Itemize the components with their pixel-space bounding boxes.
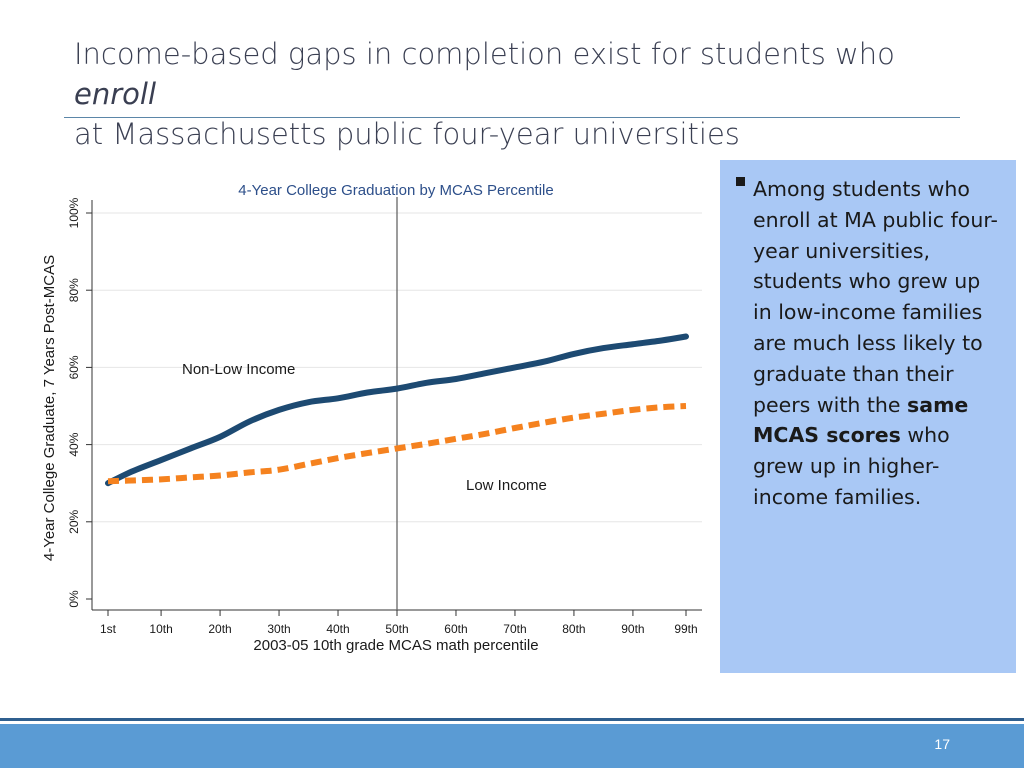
- chart-svg: 0% 20% 40% 60% 80% 100% 1st 10th 20th 30th 40th 50t…: [41, 182, 702, 654]
- title-divider: [64, 117, 960, 118]
- x-tick-label: 10th: [149, 622, 172, 636]
- x-tick-label: 30th: [267, 622, 290, 636]
- x-axis-label: 2003-05 10th grade MCAS math percentile: [253, 637, 538, 654]
- summary-part-2: who grew up in higher-income families.: [753, 423, 950, 509]
- y-tick-label: 20%: [67, 509, 81, 533]
- y-axis-label: 4-Year College Graduate, 7 Years Post-MC…: [41, 255, 58, 561]
- series-line-non-low-income: [105, 333, 689, 487]
- axis-layer: 0% 20% 40% 60% 80% 100% 1st 10th 20th 30th 40th 50t…: [67, 197, 702, 636]
- chart-title: 4-Year College Graduation by MCAS Percen…: [238, 182, 553, 199]
- summary-part-1: Among students who enroll at MA public f…: [753, 177, 998, 417]
- x-tick-label: 50th: [385, 622, 408, 636]
- x-tick-label: 90th: [621, 622, 644, 636]
- title-emphasis: enroll: [74, 77, 157, 111]
- y-tick-label: 80%: [67, 278, 81, 302]
- title-main: Income-based gaps in completion exist fo…: [74, 37, 895, 71]
- x-tick-label: 20th: [208, 622, 231, 636]
- x-tick-label: 70th: [503, 622, 526, 636]
- series-layer: [105, 333, 689, 487]
- x-tick-label: 1st: [100, 622, 117, 636]
- x-tick-label: 40th: [326, 622, 349, 636]
- series-label-non-low-income: Non-Low Income: [182, 361, 295, 378]
- square-bullet-icon: [736, 177, 745, 186]
- footer: 17: [0, 724, 1024, 768]
- y-tick-label: 100%: [67, 197, 81, 228]
- summary-callout: Among students who enroll at MA public f…: [720, 160, 1016, 673]
- footer-accent-bar: [0, 718, 1024, 721]
- x-tick-label: 80th: [562, 622, 585, 636]
- slide-title: Income-based gaps in completion exist fo…: [74, 34, 974, 154]
- summary-bold: same MCAS scores: [753, 392, 969, 448]
- y-tick-label: 60%: [67, 355, 81, 379]
- y-tick-label: 40%: [67, 432, 81, 456]
- page-number: 17: [934, 736, 950, 752]
- x-tick-label: 99th: [674, 622, 697, 636]
- y-tick-label: 0%: [67, 590, 81, 608]
- graduation-chart: 0% 20% 40% 60% 80% 100% 1st 10th 20th 30th 40th 50t…: [0, 150, 715, 670]
- series-line-low-income: [107, 403, 687, 485]
- x-tick-label: 60th: [444, 622, 467, 636]
- series-label-low-income: Low Income: [466, 477, 547, 494]
- summary-text: Among students who enroll at MA public f…: [753, 174, 1002, 513]
- title-line-2: at Massachusetts public four-year univer…: [74, 117, 740, 151]
